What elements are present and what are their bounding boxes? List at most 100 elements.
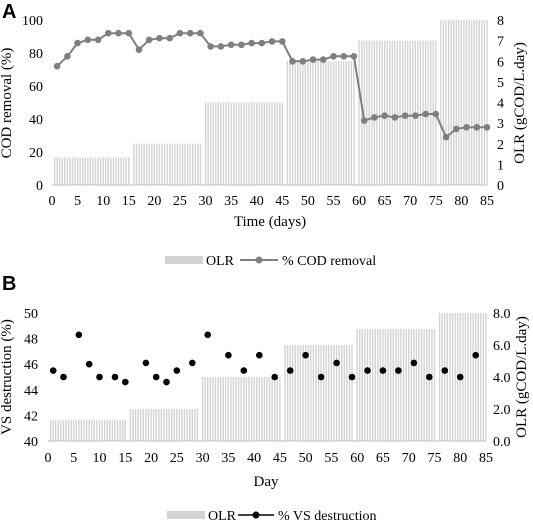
olr-bar <box>346 345 348 441</box>
olr-bar <box>255 377 258 441</box>
olr-bar <box>486 20 488 185</box>
olr-bar <box>413 329 415 441</box>
olr-bar <box>423 329 425 441</box>
olr-bar <box>371 40 373 186</box>
panel-label-b: B <box>2 273 16 295</box>
y-tick-label-left: 40 <box>24 435 38 450</box>
olr-bar <box>389 40 391 186</box>
cod-removal-point <box>156 34 163 42</box>
cod-removal-point <box>248 39 255 47</box>
olr-bar <box>158 143 161 185</box>
olr-bar <box>173 409 175 441</box>
olr-bar <box>145 409 147 441</box>
olr-bar <box>394 40 396 186</box>
olr-bar <box>284 345 286 441</box>
x-tick-label: 75 <box>429 194 443 209</box>
olr-bar <box>170 409 173 441</box>
legend-b: OLR % VS destruction <box>167 509 377 524</box>
olr-bar <box>49 419 52 441</box>
olr-bar <box>83 419 85 441</box>
olr-bar <box>327 61 330 185</box>
olr-bar <box>433 329 436 441</box>
vs-destruction-point <box>271 373 279 381</box>
olr-bar <box>384 329 387 441</box>
olr-bar <box>378 40 381 186</box>
olr-bar <box>89 157 92 185</box>
olr-bar <box>142 409 145 441</box>
x-tick-label: 40 <box>250 194 264 209</box>
olr-bar <box>276 377 279 441</box>
olr-bar <box>445 20 447 185</box>
olr-bar <box>110 157 112 185</box>
legend-olr-swatch-b <box>167 511 205 519</box>
olr-bar <box>194 143 196 185</box>
olr-bar <box>204 377 206 441</box>
olr-bar <box>125 157 127 185</box>
olr-bar <box>94 157 97 185</box>
cod-removal-point <box>84 36 92 44</box>
legend-vs-label: % VS destruction <box>278 509 377 524</box>
olr-bar <box>214 377 217 441</box>
olr-bar <box>248 377 250 441</box>
olr-bar <box>481 20 483 185</box>
olr-bar <box>312 345 315 441</box>
olr-bar <box>161 143 163 185</box>
olr-bar <box>71 157 74 185</box>
y-tick-label-left: 46 <box>24 358 38 373</box>
vs-destruction-point <box>173 367 181 374</box>
olr-bar <box>240 377 242 441</box>
olr-bar <box>451 313 454 441</box>
y-tick-label-left: 80 <box>29 47 43 62</box>
olr-bar <box>363 40 365 186</box>
x-tick-label: 70 <box>402 451 416 466</box>
olr-bar <box>209 377 212 441</box>
olr-bars-a <box>53 20 488 186</box>
cod-removal-point <box>360 117 368 124</box>
olr-bar <box>446 313 449 441</box>
olr-bar <box>315 345 317 441</box>
x-tick-label: 50 <box>301 194 315 209</box>
olr-bar <box>399 40 401 186</box>
olr-bar <box>122 157 125 185</box>
olr-bar <box>356 329 358 441</box>
olr-bar <box>135 143 138 185</box>
olr-bar <box>93 419 96 441</box>
olr-bar <box>240 102 243 185</box>
olr-bar <box>322 61 324 185</box>
olr-bar <box>340 61 342 185</box>
y-tick-label-right: 4.0 <box>493 371 511 386</box>
olr-bar <box>183 409 186 441</box>
x-tick-label: 25 <box>170 451 184 466</box>
olr-bar <box>460 20 463 185</box>
olr-bar <box>328 345 330 441</box>
olr-bar <box>474 313 477 441</box>
cod-removal-point <box>401 112 409 119</box>
cod-removal-point <box>319 56 327 63</box>
olr-bar <box>428 329 431 441</box>
olr-bar <box>261 377 263 441</box>
olr-bar <box>245 102 248 185</box>
vs-destruction-point <box>122 378 129 386</box>
olr-bar <box>253 377 255 441</box>
olr-bar <box>232 377 235 441</box>
olr-bar <box>101 419 103 441</box>
olr-bar <box>483 20 486 185</box>
olr-bar <box>122 419 124 441</box>
olr-bar <box>373 40 376 186</box>
cod-removal-point <box>330 53 337 60</box>
x-tick-label: 60 <box>350 451 364 466</box>
olr-bar <box>477 313 479 441</box>
olr-bar <box>222 102 225 185</box>
olr-bar <box>299 61 301 185</box>
olr-bar <box>155 409 157 441</box>
cod-removal-point <box>309 56 317 63</box>
olr-bar <box>256 102 258 185</box>
olr-bar <box>369 329 371 441</box>
olr-bar <box>197 143 199 185</box>
olr-bar <box>174 143 176 185</box>
cod-removal-point <box>94 36 102 44</box>
y-tick-label-right: 2 <box>497 138 504 153</box>
olr-bar <box>67 419 70 441</box>
olr-bar <box>225 377 227 441</box>
olr-bar <box>289 345 291 441</box>
